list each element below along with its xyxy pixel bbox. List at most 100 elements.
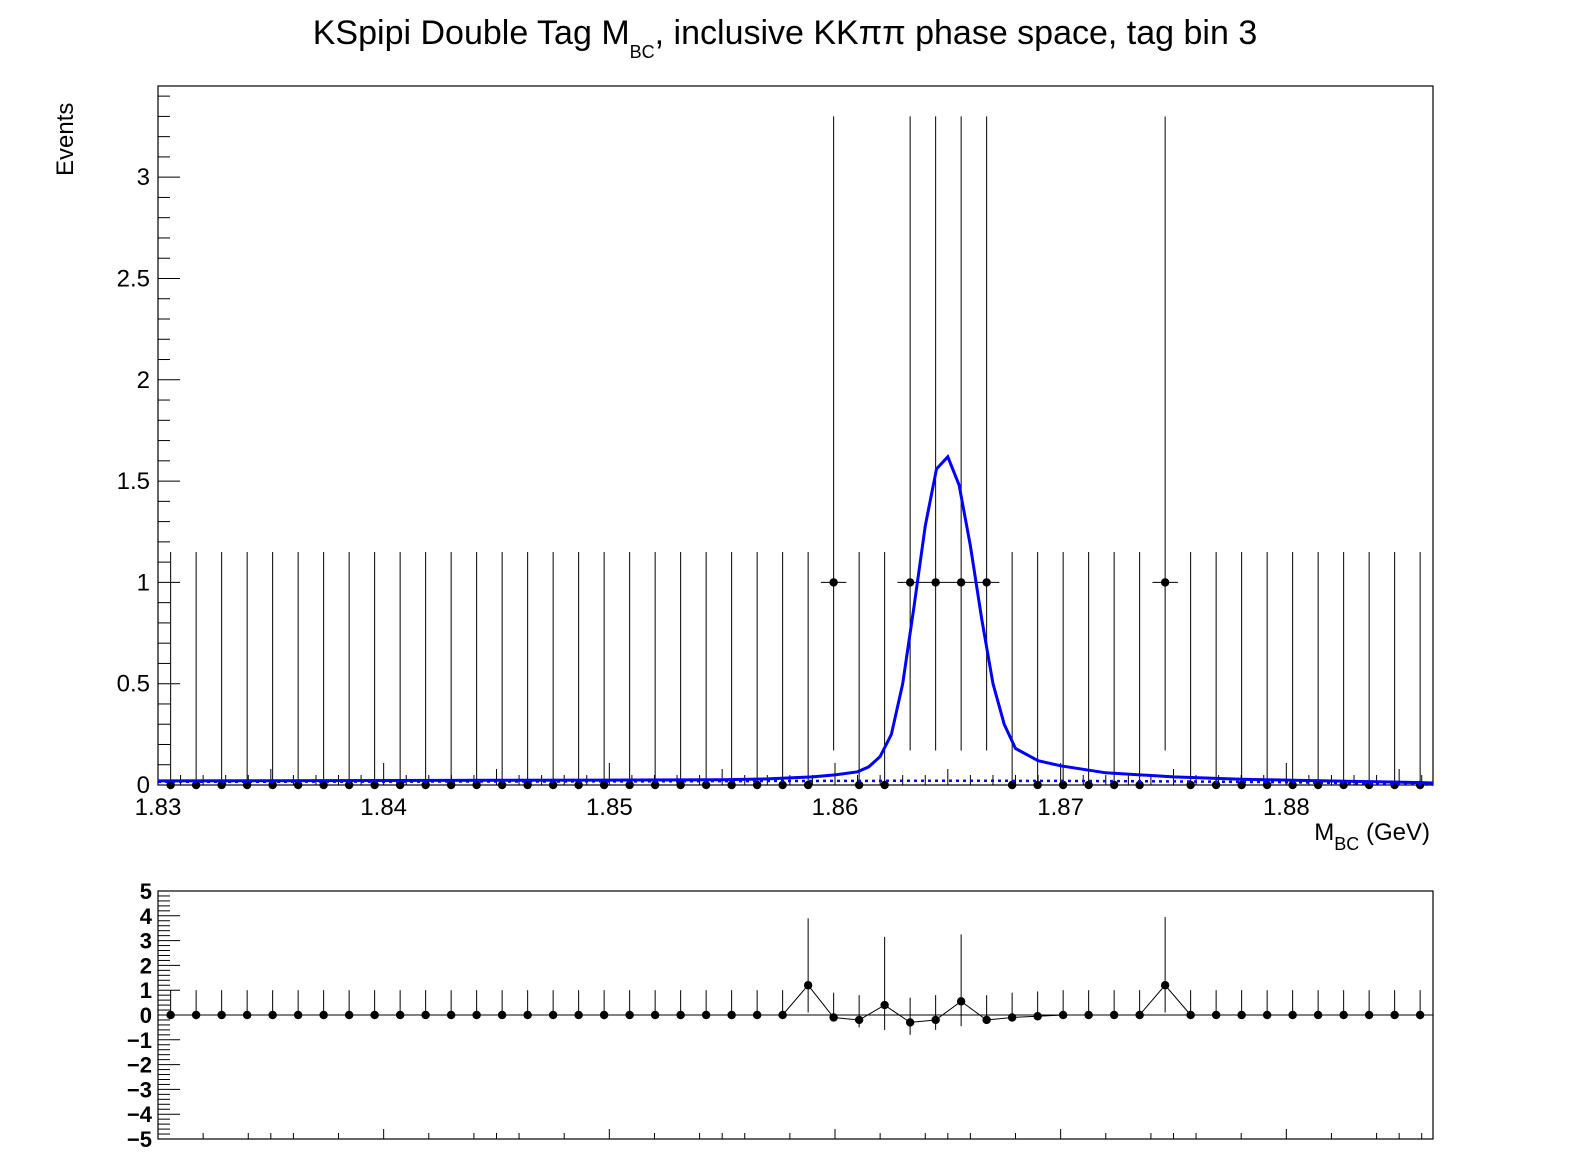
data-point [956, 578, 966, 587]
data-point [905, 578, 915, 587]
y-tick-label: 2 [137, 367, 150, 394]
ratio-point [242, 1010, 252, 1020]
data-point [1109, 780, 1119, 790]
ratio-point [319, 1010, 328, 1020]
data-point [625, 780, 634, 790]
ratio-point [829, 1013, 838, 1022]
y-axis-label: Events [52, 103, 79, 176]
ratio-point [1058, 1010, 1068, 1020]
data-point [574, 780, 583, 790]
y-tick-label: 2.5 [117, 265, 150, 292]
ratio-point [1313, 1010, 1323, 1020]
ratio-y-tick-label: 2 [140, 953, 152, 978]
data-point [523, 780, 532, 790]
ratio-point [1084, 1010, 1093, 1020]
y-tick-label: 0.5 [117, 671, 150, 698]
x-tick-label: 1.85 [586, 794, 633, 821]
data-point [650, 780, 660, 790]
data-point [1084, 780, 1093, 790]
ratio-point [982, 1015, 991, 1025]
y-tick-label: 1.5 [117, 468, 150, 495]
ratio-point [854, 1015, 864, 1025]
ratio-point [905, 1018, 915, 1027]
ratio-point [727, 1010, 736, 1020]
ratio-y-tick-label: 0 [140, 1003, 152, 1028]
main-plot-frame [157, 85, 1434, 786]
ratio-point [1135, 1010, 1144, 1020]
x-tick-label: 1.87 [1037, 794, 1084, 821]
ratio-y-tick-label: −1 [127, 1028, 152, 1053]
x-tick-label: 1.83 [135, 794, 182, 821]
data-point [421, 780, 430, 790]
data-point [344, 780, 354, 790]
ratio-point [752, 1010, 762, 1020]
data-point [1007, 780, 1017, 790]
data-point [395, 780, 405, 790]
ratio-point [548, 1010, 558, 1020]
ratio-point [523, 1010, 532, 1020]
data-point [472, 780, 481, 790]
ratio-point [1186, 1010, 1195, 1020]
x-tick-label: 1.86 [812, 794, 859, 821]
ratio-point [931, 1015, 940, 1025]
ratio-point [599, 1010, 609, 1020]
ratio-point [191, 1010, 201, 1020]
data-point [829, 578, 838, 587]
data-point [778, 780, 787, 790]
x-tick-label: 1.84 [360, 794, 407, 821]
data-point [803, 780, 813, 790]
main-axis-ticks [157, 95, 1423, 786]
ratio-connecting-line [170, 984, 1421, 1023]
ratio-y-tick-label: −2 [127, 1053, 152, 1078]
main-y-tick-labels: 0 0.5 1 1.5 2 2.5 3 [117, 164, 150, 799]
ratio-point [1160, 981, 1170, 990]
ratio-point [1033, 1012, 1042, 1021]
ratio-point [1339, 1010, 1348, 1020]
data-point [1058, 780, 1068, 790]
ratio-point [1415, 1010, 1425, 1020]
ratio-y-tick-label: −5 [127, 1127, 152, 1152]
x-tick-label: 1.88 [1263, 794, 1310, 821]
data-point [1135, 780, 1144, 790]
ratio-point [1390, 1010, 1399, 1020]
ratio-point [701, 1010, 711, 1020]
data-point [497, 780, 507, 790]
ratio-point [650, 1010, 660, 1020]
data-point [1211, 780, 1221, 790]
ratio-point [268, 1010, 277, 1020]
data-point [548, 780, 558, 790]
data-point [727, 780, 736, 790]
ratio-point [625, 1010, 634, 1020]
ratio-point [497, 1010, 507, 1020]
data-point [880, 780, 889, 790]
data-point [446, 780, 456, 790]
ratio-point [676, 1010, 685, 1020]
ratio-point [421, 1010, 430, 1020]
data-point [982, 578, 991, 587]
background-fit-curve [157, 779, 1434, 786]
data-point [599, 780, 609, 790]
data-point [1033, 780, 1042, 790]
ratio-point [217, 1010, 226, 1020]
data-point [1186, 780, 1195, 790]
x-axis-label: MBC (GeV) [1314, 819, 1430, 854]
main-data-points [166, 116, 1425, 790]
ratio-point [1288, 1010, 1297, 1020]
chart-title: KSpipi Double Tag MBC, inclusive KKππ ph… [313, 14, 1258, 62]
ratio-point [370, 1010, 379, 1020]
ratio-point [956, 997, 966, 1006]
ratio-y-tick-label: 5 [140, 879, 152, 904]
ratio-point [395, 1010, 405, 1020]
data-point [752, 780, 762, 790]
ratio-y-tick-label: 4 [140, 904, 153, 929]
ratio-point [472, 1010, 481, 1020]
total-fit-curve [157, 454, 1434, 785]
ratio-point [1237, 1010, 1246, 1020]
ratio-point [1211, 1010, 1221, 1020]
ratio-y-tick-label: 3 [140, 929, 152, 954]
ratio-point [803, 981, 813, 990]
ratio-point [344, 1010, 354, 1020]
y-tick-label: 3 [137, 164, 150, 191]
